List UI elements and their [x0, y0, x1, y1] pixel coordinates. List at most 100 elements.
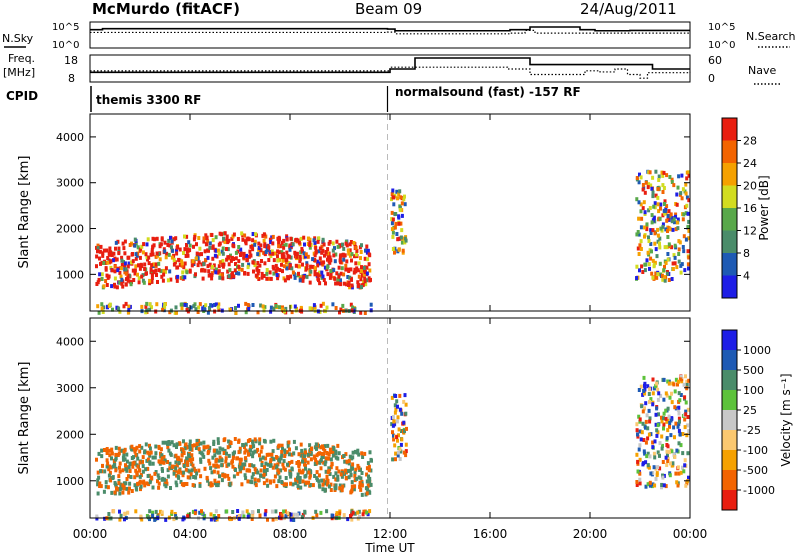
echo-cell — [151, 252, 155, 257]
echo-cell — [282, 245, 286, 250]
velocity-colorbar-segment — [722, 330, 737, 350]
echo-cell — [206, 478, 210, 483]
echo-cell — [154, 444, 158, 449]
echo-cell — [675, 202, 679, 207]
power-colorbar-tick-label: 8 — [743, 247, 750, 260]
echo-cell — [172, 262, 176, 267]
echo-cell — [259, 473, 262, 478]
echo-cell — [110, 490, 114, 495]
echo-cell — [194, 475, 198, 480]
echo-cell — [206, 264, 210, 269]
echo-cell — [123, 264, 127, 269]
echo-cell — [677, 247, 681, 252]
echo-cell — [365, 479, 369, 484]
echo-cell — [149, 450, 153, 455]
echo-cell — [157, 252, 161, 256]
echo-cell — [650, 186, 654, 191]
echo-cell — [321, 482, 325, 487]
echo-cell — [649, 231, 653, 235]
echo-cell — [209, 303, 213, 308]
echo-cell — [272, 266, 276, 271]
echo-cell — [228, 444, 232, 448]
echo-cell — [148, 453, 152, 458]
echo-cell — [269, 460, 272, 465]
echo-cell — [292, 518, 296, 522]
echo-cell — [368, 509, 372, 514]
echo-cell — [324, 469, 328, 474]
echo-cell — [659, 226, 663, 231]
echo-cell — [365, 244, 369, 249]
echo-cell — [337, 274, 341, 279]
echo-cell — [97, 475, 101, 480]
echo-cell — [109, 259, 113, 264]
echo-cell — [369, 468, 373, 473]
echo-cell — [260, 445, 264, 450]
echo-cell — [313, 474, 317, 478]
echo-cell — [653, 231, 657, 236]
echo-cell — [638, 172, 641, 177]
echo-cell — [225, 463, 229, 468]
velocity-colorbar-tick-label: -100 — [743, 444, 768, 457]
echo-cell — [114, 246, 117, 251]
echo-cell — [218, 446, 222, 451]
echo-cell — [133, 483, 137, 488]
echo-cell — [271, 234, 275, 239]
echo-cell — [357, 465, 361, 470]
echo-cell — [163, 249, 167, 254]
echo-cell — [216, 248, 220, 253]
echo-cell — [162, 460, 166, 465]
echo-cell — [216, 440, 220, 445]
echo-cell — [351, 450, 355, 455]
echo-cell — [163, 477, 167, 482]
echo-cell — [168, 451, 172, 456]
echo-cell — [668, 395, 672, 400]
echo-cell — [216, 437, 220, 442]
echo-cell — [647, 262, 651, 267]
echo-cell — [666, 252, 670, 256]
echo-cell — [205, 476, 209, 481]
echo-cell — [677, 174, 681, 179]
echo-cell — [168, 466, 172, 471]
echo-cell — [185, 247, 189, 252]
echo-cell — [645, 222, 649, 227]
echo-cell — [99, 484, 103, 489]
echo-cell — [252, 464, 256, 469]
echo-cell — [259, 468, 263, 473]
echo-cell — [191, 259, 195, 264]
echo-cell — [249, 463, 253, 468]
echo-cell — [175, 310, 178, 315]
power-colorbar-tick-label: 24 — [743, 157, 757, 170]
echo-cell — [685, 379, 689, 384]
echo-cell — [333, 246, 336, 251]
echo-cell — [398, 207, 402, 212]
echo-cell — [248, 438, 252, 442]
echo-cell — [322, 446, 325, 451]
echo-cell — [257, 246, 261, 250]
echo-cell — [240, 267, 244, 272]
echo-cell — [301, 512, 305, 517]
echo-cell — [106, 461, 110, 466]
echo-cell — [651, 377, 655, 382]
echo-cell — [398, 447, 402, 452]
echo-cell — [195, 471, 199, 476]
echo-cell — [216, 270, 220, 275]
echo-cell — [146, 237, 150, 242]
nave-series — [90, 66, 691, 79]
echo-cell — [670, 391, 673, 396]
echo-cell — [677, 239, 681, 244]
echo-cell — [161, 278, 165, 283]
echo-cell — [303, 458, 307, 463]
echo-cell — [313, 266, 317, 271]
echo-cell — [292, 451, 296, 456]
echo-cell — [664, 408, 668, 413]
echo-cell — [207, 273, 211, 278]
echo-cell — [346, 275, 350, 279]
echo-cell — [261, 455, 265, 460]
echo-cell — [302, 235, 306, 240]
echo-cell — [116, 268, 120, 273]
echo-cell — [269, 254, 273, 258]
echo-cell — [267, 258, 271, 262]
echo-cell — [403, 429, 406, 434]
echo-cell — [268, 479, 272, 484]
echo-cell — [274, 516, 278, 521]
